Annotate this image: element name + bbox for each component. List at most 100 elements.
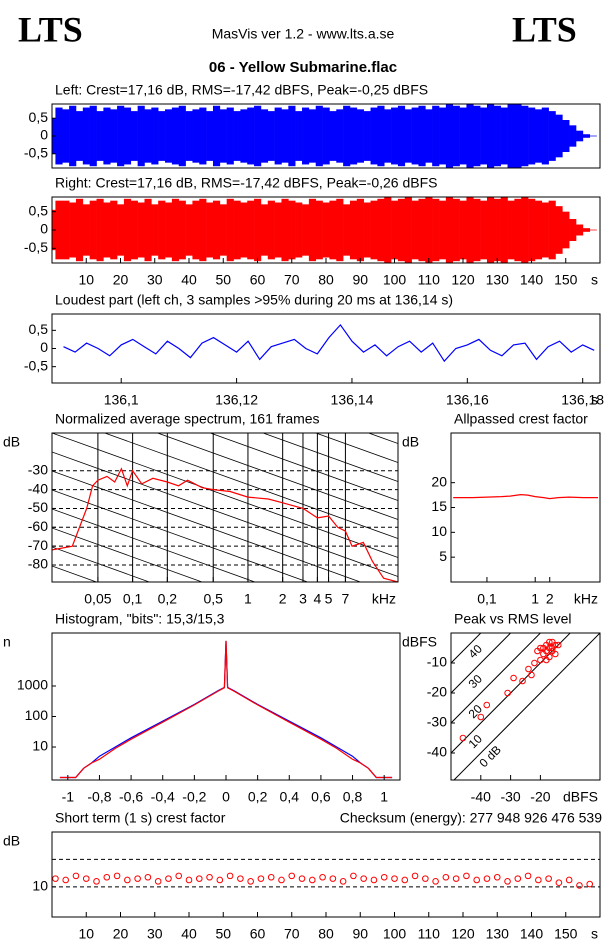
x-tick-label: 120 bbox=[451, 272, 475, 288]
waveform-segment bbox=[493, 198, 501, 262]
x-tick-label: 40 bbox=[181, 926, 197, 942]
waveform-segment bbox=[199, 107, 207, 165]
data-point bbox=[524, 872, 532, 880]
data-point bbox=[52, 875, 59, 882]
waveform-segment bbox=[212, 200, 221, 260]
waveform-segment bbox=[514, 104, 522, 168]
data-point bbox=[546, 638, 553, 646]
chart-title: Allpassed crest factor bbox=[454, 411, 588, 427]
y-axis-label: dB bbox=[3, 833, 20, 849]
data-point bbox=[329, 875, 337, 882]
x-tick-label: 50 bbox=[215, 272, 231, 288]
chart-title: Peak vs RMS level bbox=[454, 611, 571, 627]
waveform-segment bbox=[96, 111, 104, 161]
data-point bbox=[144, 873, 152, 881]
waveform-segment bbox=[165, 109, 173, 163]
y-tick-label: 0,5 bbox=[29, 202, 49, 218]
waveform-segment bbox=[240, 202, 248, 258]
waveform-segment bbox=[582, 134, 591, 138]
crest-line bbox=[451, 633, 482, 664]
y-tick-label: -0,5 bbox=[24, 144, 48, 160]
plot-frame bbox=[51, 313, 601, 384]
x-tick-label: 110 bbox=[418, 272, 441, 288]
waveform-segment bbox=[473, 105, 481, 167]
waveform-segment bbox=[445, 104, 454, 168]
x-tick-label: 20 bbox=[113, 926, 129, 942]
waveform-segment bbox=[349, 200, 358, 260]
waveform-segment bbox=[281, 198, 289, 262]
x-tick-label: 0,2 bbox=[158, 591, 178, 607]
x-tick-label: 0,6 bbox=[311, 789, 331, 805]
waveform-segment bbox=[356, 198, 364, 262]
reference-line bbox=[209, 433, 398, 501]
data-point bbox=[93, 878, 100, 885]
reference-line bbox=[261, 433, 398, 482]
waveform-segment bbox=[432, 198, 440, 262]
waveform-segment bbox=[199, 198, 207, 262]
data-point bbox=[247, 878, 254, 885]
chart-title: Right: Crest=17,16 dB, RMS=-17,42 dBFS, … bbox=[55, 175, 437, 191]
waveform-segment bbox=[302, 204, 310, 256]
waveform-segment bbox=[185, 204, 193, 256]
x-tick-label: 0,8 bbox=[343, 789, 363, 805]
waveform-segment bbox=[226, 107, 234, 165]
x-tick-label: 100 bbox=[383, 926, 407, 942]
y-tick-label: -50 bbox=[28, 499, 48, 515]
waveform-segment bbox=[349, 107, 358, 165]
waveform-segment bbox=[439, 107, 447, 165]
waveform-segment bbox=[336, 109, 344, 163]
waveform-segment bbox=[96, 198, 104, 262]
waveform-segment bbox=[89, 200, 97, 260]
plot-area bbox=[59, 640, 393, 779]
y-tick-label: 0,5 bbox=[29, 321, 49, 337]
waveform-segment bbox=[89, 105, 97, 167]
x-tick-label: 0 bbox=[222, 789, 230, 805]
data-point bbox=[62, 876, 69, 884]
waveform-segment bbox=[254, 105, 262, 167]
waveform-segment bbox=[144, 109, 152, 163]
waveform-segment bbox=[370, 107, 378, 165]
reference-line bbox=[52, 451, 398, 577]
data-line bbox=[59, 640, 393, 779]
data-point bbox=[528, 671, 535, 679]
waveform-segment bbox=[397, 198, 406, 262]
x-tick-label: 80 bbox=[318, 272, 334, 288]
plot-area bbox=[451, 633, 600, 780]
data-point bbox=[401, 876, 409, 884]
y-tick-label: 0 bbox=[40, 221, 48, 237]
y-axis-label: dB bbox=[402, 434, 419, 450]
waveform-segment bbox=[432, 105, 440, 167]
plot-area bbox=[453, 493, 598, 500]
waveform-segment bbox=[452, 198, 460, 262]
waveform-segment bbox=[343, 105, 351, 167]
data-point bbox=[165, 875, 172, 882]
logo: LTS bbox=[512, 9, 577, 49]
crest-line bbox=[451, 633, 512, 694]
data-point bbox=[545, 875, 552, 882]
data-point bbox=[82, 875, 90, 882]
waveform-segment bbox=[322, 202, 330, 258]
waveform-segment bbox=[404, 109, 412, 163]
crest-line bbox=[451, 633, 542, 724]
x-tick-label: 30 bbox=[147, 926, 163, 942]
plot-frame bbox=[51, 196, 601, 264]
waveform-segment bbox=[569, 219, 577, 241]
plot-frame bbox=[51, 831, 601, 918]
waveform-segment bbox=[466, 104, 474, 168]
waveform-segment bbox=[315, 200, 323, 260]
reference-line bbox=[314, 433, 398, 463]
x-axis-label: kHz bbox=[574, 591, 598, 607]
waveform-segment bbox=[75, 111, 84, 161]
reference-line bbox=[52, 546, 151, 582]
data-point bbox=[459, 734, 467, 742]
waveform-segment bbox=[473, 198, 481, 262]
data-point bbox=[543, 647, 550, 655]
waveform-segment bbox=[267, 111, 275, 161]
waveform-segment bbox=[55, 107, 63, 165]
x-tick-label: 140 bbox=[520, 926, 544, 942]
x-tick-label: 80 bbox=[318, 926, 334, 942]
x-tick-label: 90 bbox=[352, 926, 368, 942]
y-tick-label: -80 bbox=[28, 556, 48, 572]
plot-frame bbox=[51, 632, 401, 781]
x-tick-label: 60 bbox=[250, 926, 266, 942]
